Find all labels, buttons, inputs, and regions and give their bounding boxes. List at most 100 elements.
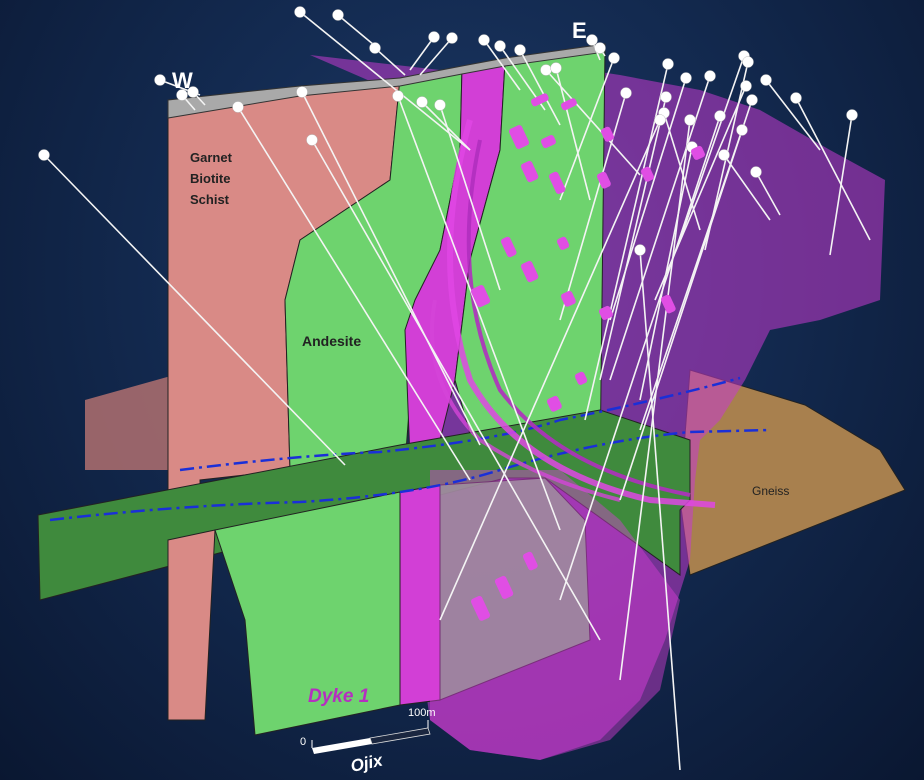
drillhole-trace: [299, 11, 471, 151]
dyke-intercept: [520, 260, 539, 283]
drillhole-collar-icon: [296, 86, 308, 98]
drillhole-collar-icon: [718, 149, 730, 161]
dyke-strand-3: [430, 299, 621, 502]
schist-lower: [167, 529, 216, 721]
drillhole-collar-icon: [742, 56, 754, 68]
drillhole-trace: [599, 96, 667, 381]
dyke-intercepts: [470, 93, 705, 621]
dyke-intercept: [508, 125, 529, 149]
drillhole-collar-icon: [38, 149, 50, 161]
drillhole-collar-icon: [434, 99, 446, 111]
west-label: W: [172, 68, 193, 93]
drillhole-trace: [559, 57, 615, 201]
dyke-intercept: [470, 285, 491, 308]
dyke-intercept: [574, 371, 588, 385]
drillhole-trace: [301, 91, 481, 446]
dyke-intercept: [690, 145, 705, 160]
drillhole-collar-icon: [446, 32, 458, 44]
drillhole-collar-icon: [392, 90, 404, 102]
drillhole-trace: [519, 49, 561, 126]
drillhole-trace: [397, 95, 561, 531]
drillhole-trace: [409, 36, 435, 71]
drillhole-trace: [639, 249, 681, 771]
logo-icon: Ojix: [349, 750, 386, 776]
drillhole-trace: [439, 104, 501, 291]
drillhole-collar-icon: [760, 74, 772, 86]
drillhole-trace: [584, 63, 669, 421]
drillhole-collar-icon: [514, 44, 526, 56]
drillhole-collar-icon: [187, 86, 199, 98]
drillhole-trace: [555, 67, 591, 201]
drillhole-collar-icon: [680, 72, 692, 84]
drillhole-collar-icon: [416, 96, 428, 108]
dyke-intercept: [494, 575, 514, 599]
dyke-intercept: [596, 171, 611, 189]
drillhole-collar-icon: [846, 109, 858, 121]
drillhole-trace: [483, 39, 521, 91]
drillhole-trace: [421, 101, 471, 151]
drillhole-trace: [829, 114, 853, 256]
drillhole-collar-icon: [620, 87, 632, 99]
drillhole-collar-icon: [154, 74, 166, 86]
dyke-intercept: [560, 98, 577, 111]
drillhole-trace: [237, 106, 471, 481]
drillhole-collar-icon: [660, 91, 672, 103]
dyke-intercept: [546, 395, 562, 412]
drillhole-collar-icon: [704, 70, 716, 82]
scale-end-label: 100m: [408, 707, 436, 719]
dyke-intercept: [600, 126, 614, 142]
dyke-strand-1: [447, 119, 716, 508]
andesite-label: Andesite: [302, 333, 361, 349]
drillhole-collar-icon: [176, 89, 188, 101]
dyke-intercept: [548, 171, 566, 194]
drillhole-trace: [439, 119, 661, 621]
drillhole-trace: [723, 154, 771, 221]
drillhole-collar-icon: [608, 52, 620, 64]
drillhole-collar-icon: [662, 58, 674, 70]
drillhole-collar-icon: [332, 9, 344, 21]
gneiss-label: Gneiss: [752, 484, 789, 498]
dyke-intercept: [470, 595, 491, 621]
dyke-intercept: [598, 305, 613, 320]
scale-start-label: 0: [300, 736, 306, 748]
drillhole-collar-icon: [306, 134, 318, 146]
drillhole-trace: [609, 77, 687, 321]
drillhole-trace: [619, 99, 753, 501]
drillhole-collar-icon: [294, 6, 306, 18]
drillhole-collar-icon: [654, 114, 666, 126]
dyke-intercept: [556, 236, 570, 250]
dyke-intercept: [540, 135, 556, 149]
drillhole-collar-icon: [714, 110, 726, 122]
schist-label: Garnet Biotite Schist: [190, 150, 236, 207]
east-label: E: [572, 18, 587, 43]
scale-bar-icon: [311, 720, 431, 754]
back-plane-schist: [85, 372, 185, 470]
drillhole-collar-icon: [684, 114, 696, 126]
drillhole-trace: [755, 171, 781, 216]
drillhole-trace: [663, 112, 701, 231]
drillhole-collar-icon: [746, 94, 758, 106]
dyke-label: Dyke 1: [308, 686, 369, 707]
dyke-intercept: [660, 294, 676, 314]
drillhole-trace: [374, 47, 406, 76]
drillhole-collar-icon: [634, 244, 646, 256]
drillhole-collars: [38, 6, 858, 256]
dyke-intercept: [522, 551, 538, 571]
drillhole-trace: [311, 139, 601, 641]
drillhole-collar-icon: [478, 34, 490, 46]
drillhole-trace: [765, 79, 821, 151]
drillhole-trace: [619, 119, 691, 681]
dyke-intercept: [530, 93, 549, 107]
drillhole-trace: [795, 97, 871, 241]
drillhole-collar-icon: [790, 92, 802, 104]
drillhole-trace: [559, 115, 721, 601]
dyke-strand-2: [466, 139, 691, 497]
dyke-intercept: [640, 166, 654, 182]
dyke-intercept: [520, 160, 539, 183]
dyke-intercept: [500, 236, 517, 258]
drillhole-collar-icon: [232, 101, 244, 113]
drillhole-trace: [559, 92, 627, 321]
drillhole-collar-icon: [586, 34, 598, 46]
